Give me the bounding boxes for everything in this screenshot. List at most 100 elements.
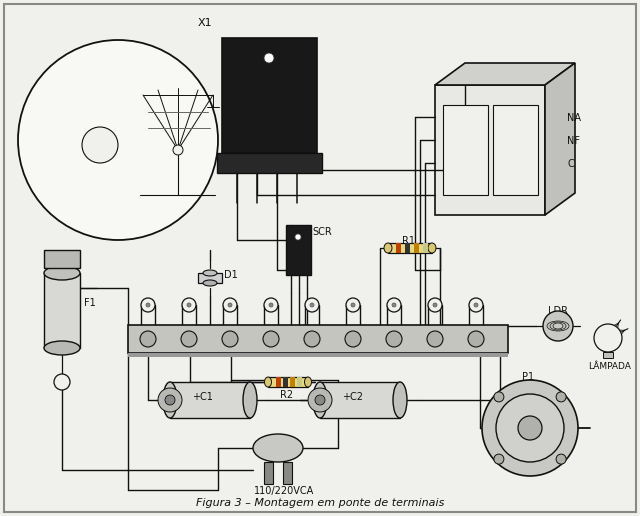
Bar [405, 243, 410, 253]
Circle shape [351, 303, 355, 307]
Bar [170, 382, 250, 418]
Circle shape [295, 234, 301, 240]
Circle shape [182, 298, 196, 312]
Bar [276, 377, 281, 387]
Text: R2: R2 [280, 390, 293, 400]
Circle shape [518, 416, 542, 440]
Ellipse shape [203, 270, 217, 276]
Circle shape [594, 324, 622, 352]
Circle shape [468, 331, 484, 347]
Circle shape [173, 145, 183, 155]
Bar [128, 353, 508, 357]
Ellipse shape [163, 382, 177, 418]
Ellipse shape [313, 382, 327, 418]
Circle shape [494, 392, 504, 402]
Ellipse shape [44, 341, 80, 355]
Circle shape [482, 380, 578, 476]
Circle shape [386, 331, 402, 347]
Bar [603, 352, 613, 358]
Circle shape [222, 331, 238, 347]
Circle shape [556, 454, 566, 464]
Text: LÂMPADA: LÂMPADA [588, 362, 631, 371]
Text: D1: D1 [224, 270, 237, 280]
Ellipse shape [243, 382, 257, 418]
Bar [414, 243, 419, 253]
Text: LDR: LDR [548, 306, 568, 316]
Bar [44, 250, 80, 268]
Circle shape [387, 298, 401, 312]
Bar [443, 105, 488, 195]
Circle shape [146, 303, 150, 307]
Text: SCR: SCR [312, 227, 332, 237]
Circle shape [345, 331, 361, 347]
Ellipse shape [264, 377, 271, 387]
Circle shape [428, 298, 442, 312]
Circle shape [308, 388, 332, 412]
Ellipse shape [203, 280, 217, 286]
Circle shape [304, 331, 320, 347]
Bar [264, 462, 273, 484]
Ellipse shape [428, 243, 436, 253]
Text: NF: NF [567, 136, 580, 146]
Polygon shape [545, 63, 575, 215]
Bar [290, 377, 295, 387]
Circle shape [310, 303, 314, 307]
Text: Figura 3 – Montagem em ponte de terminais: Figura 3 – Montagem em ponte de terminai… [196, 498, 444, 508]
Bar [435, 85, 545, 215]
Circle shape [18, 40, 218, 240]
Circle shape [181, 331, 197, 347]
Circle shape [54, 374, 70, 390]
Circle shape [165, 395, 175, 405]
Ellipse shape [44, 266, 80, 280]
Circle shape [82, 127, 118, 163]
Circle shape [469, 298, 483, 312]
Ellipse shape [305, 377, 312, 387]
Circle shape [433, 303, 437, 307]
Circle shape [427, 331, 443, 347]
Circle shape [543, 311, 573, 341]
Circle shape [158, 388, 182, 412]
Text: P1: P1 [522, 372, 534, 382]
Bar [222, 38, 317, 153]
Text: +C1: +C1 [192, 392, 213, 402]
Circle shape [140, 331, 156, 347]
Circle shape [556, 392, 566, 402]
Circle shape [346, 298, 360, 312]
Circle shape [264, 53, 274, 63]
Bar [286, 225, 311, 275]
Bar [198, 273, 222, 283]
Circle shape [305, 298, 319, 312]
Circle shape [269, 303, 273, 307]
Text: C: C [567, 159, 573, 169]
Circle shape [315, 395, 325, 405]
Bar [283, 462, 292, 484]
Polygon shape [435, 63, 575, 85]
Circle shape [392, 303, 396, 307]
Bar [396, 243, 401, 253]
Bar [388, 243, 432, 253]
Ellipse shape [253, 434, 303, 462]
Circle shape [141, 298, 155, 312]
Bar [128, 325, 508, 353]
Ellipse shape [393, 382, 407, 418]
Bar [423, 243, 428, 253]
Bar [44, 273, 80, 348]
Bar [217, 153, 322, 173]
Bar [493, 105, 538, 195]
Circle shape [263, 331, 279, 347]
Ellipse shape [384, 243, 392, 253]
Text: X1: X1 [198, 18, 212, 28]
Bar [320, 382, 400, 418]
Text: +C2: +C2 [342, 392, 363, 402]
Bar [268, 377, 308, 387]
Circle shape [474, 303, 478, 307]
Bar [283, 377, 288, 387]
Text: R1: R1 [402, 236, 415, 246]
Circle shape [496, 394, 564, 462]
Text: NA: NA [567, 113, 581, 123]
Circle shape [228, 303, 232, 307]
Text: F1: F1 [84, 298, 96, 308]
Circle shape [264, 298, 278, 312]
Bar [297, 377, 302, 387]
Text: 110/220VCA: 110/220VCA [254, 486, 314, 496]
